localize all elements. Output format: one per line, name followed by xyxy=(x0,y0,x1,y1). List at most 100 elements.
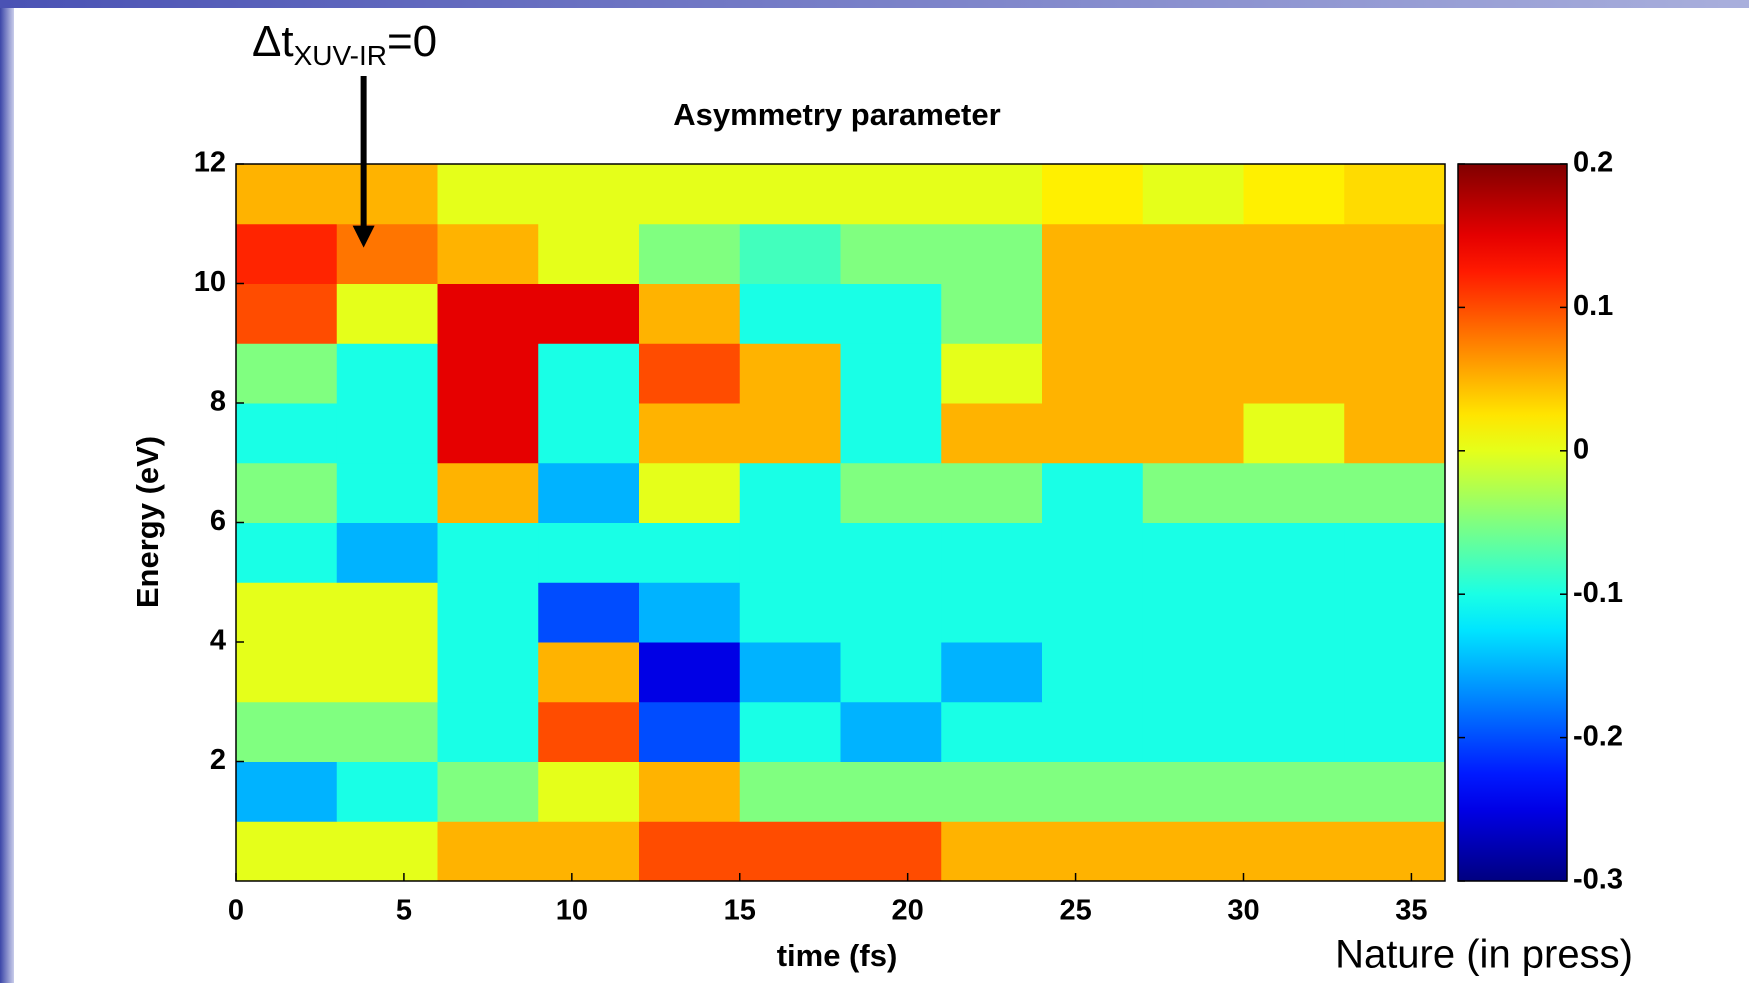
x-tick-label: 30 xyxy=(1227,895,1259,927)
heatmap-cell xyxy=(538,522,640,583)
heatmap-cell xyxy=(1042,522,1144,583)
heatmap-cell xyxy=(236,164,338,225)
heatmap-cell xyxy=(1042,164,1144,225)
y-tick-label: 12 xyxy=(194,147,226,179)
heatmap-cell xyxy=(1344,403,1446,464)
heatmap-cell xyxy=(1142,343,1244,404)
annotation-text: Δt xyxy=(252,17,294,66)
annotation: ΔtXUV-IR=0 xyxy=(252,17,437,72)
heatmap-cell xyxy=(941,821,1043,882)
colorbar-tick-label: 0.2 xyxy=(1573,147,1613,179)
heatmap-cell xyxy=(1142,642,1244,703)
heatmap-cell xyxy=(336,462,438,523)
colorbar-tick-label: 0 xyxy=(1573,433,1589,465)
heatmap-cell xyxy=(1042,283,1144,344)
y-tick-label: 2 xyxy=(210,744,226,776)
heatmap-cell xyxy=(1243,462,1345,523)
heatmap-cell xyxy=(1042,642,1144,703)
heatmap-cell xyxy=(437,403,539,464)
heatmap-cell xyxy=(941,223,1043,284)
heatmap-cell xyxy=(437,343,539,404)
heatmap-cell xyxy=(840,522,942,583)
heatmap-cell xyxy=(236,223,338,284)
heatmap-cell xyxy=(739,522,841,583)
heatmap-cell xyxy=(1243,761,1345,822)
heatmap-cell xyxy=(336,403,438,464)
heatmap-cell xyxy=(1142,701,1244,762)
heatmap-cell xyxy=(1243,701,1345,762)
annotation-arrowhead xyxy=(352,225,375,248)
heatmap-cell xyxy=(336,522,438,583)
heatmap-cell xyxy=(941,283,1043,344)
heatmap-cell xyxy=(437,223,539,284)
heatmap-cell xyxy=(941,582,1043,643)
heatmap-cell xyxy=(336,164,438,225)
heatmap-cell xyxy=(336,582,438,643)
heatmap-cell xyxy=(1142,223,1244,284)
heatmap-cell xyxy=(336,821,438,882)
heatmap-cell xyxy=(336,223,438,284)
heatmap-cell xyxy=(538,462,640,523)
heatmap-cell xyxy=(639,343,741,404)
heatmap-cell xyxy=(639,522,741,583)
y-tick-label: 10 xyxy=(194,266,226,298)
heatmap-cell xyxy=(739,582,841,643)
heatmap-cell xyxy=(1344,821,1446,882)
heatmap-cell xyxy=(1042,582,1144,643)
colorbar-tick-label: -0.3 xyxy=(1573,864,1623,896)
heatmap-cell xyxy=(538,701,640,762)
heatmap-cell xyxy=(1344,642,1446,703)
heatmap-cell xyxy=(1344,582,1446,643)
heatmap-cell xyxy=(840,701,942,762)
heatmap-cell xyxy=(336,283,438,344)
heatmap-cell xyxy=(941,701,1043,762)
slide-edge xyxy=(0,0,14,983)
heatmap-cell xyxy=(639,164,741,225)
heatmap-cell xyxy=(336,642,438,703)
heatmap-cell xyxy=(941,164,1043,225)
heatmap-cell xyxy=(538,223,640,284)
x-tick-label: 15 xyxy=(724,895,756,927)
heatmap-cell xyxy=(1042,821,1144,882)
heatmap-cell xyxy=(538,821,640,882)
y-axis-label: Energy (eV) xyxy=(130,436,165,608)
heatmap-cell xyxy=(739,701,841,762)
heatmap-cell xyxy=(941,522,1043,583)
heatmap-cell xyxy=(437,462,539,523)
heatmap-cell xyxy=(840,821,942,882)
heatmap-cell xyxy=(1142,582,1244,643)
heatmap-cell xyxy=(1344,283,1446,344)
heatmap-cell xyxy=(236,343,338,404)
heatmap-cell xyxy=(236,642,338,703)
heatmap-cell xyxy=(437,164,539,225)
colorbar-tick-label: -0.2 xyxy=(1573,720,1623,752)
heatmap-cell xyxy=(840,343,942,404)
heatmap-cell xyxy=(236,761,338,822)
heatmap-cell xyxy=(941,343,1043,404)
heatmap-cell xyxy=(639,582,741,643)
heatmap-cell xyxy=(739,642,841,703)
heatmap-cell xyxy=(1042,343,1144,404)
x-axis-label: time (fs) xyxy=(777,938,898,973)
heatmap-cell xyxy=(840,462,942,523)
heatmap-cell xyxy=(236,821,338,882)
heatmap-cell xyxy=(1344,223,1446,284)
x-tick-label: 35 xyxy=(1395,895,1427,927)
heatmap-cell xyxy=(1042,761,1144,822)
heatmap-cell xyxy=(538,642,640,703)
heatmap-cell xyxy=(840,582,942,643)
annotation-subscript: XUV-IR xyxy=(294,40,387,71)
heatmap-cell xyxy=(236,283,338,344)
heatmap-cell xyxy=(336,701,438,762)
heatmap-cell xyxy=(1344,522,1446,583)
heatmap-cell xyxy=(538,761,640,822)
heatmap-cell xyxy=(739,462,841,523)
heatmap-cell xyxy=(739,403,841,464)
heatmap-cell xyxy=(1042,701,1144,762)
heatmap-cell xyxy=(236,403,338,464)
x-tick-label: 10 xyxy=(556,895,588,927)
heatmap-cell xyxy=(1344,343,1446,404)
annotation-suffix: =0 xyxy=(387,17,437,66)
heatmap-cell xyxy=(639,821,741,882)
